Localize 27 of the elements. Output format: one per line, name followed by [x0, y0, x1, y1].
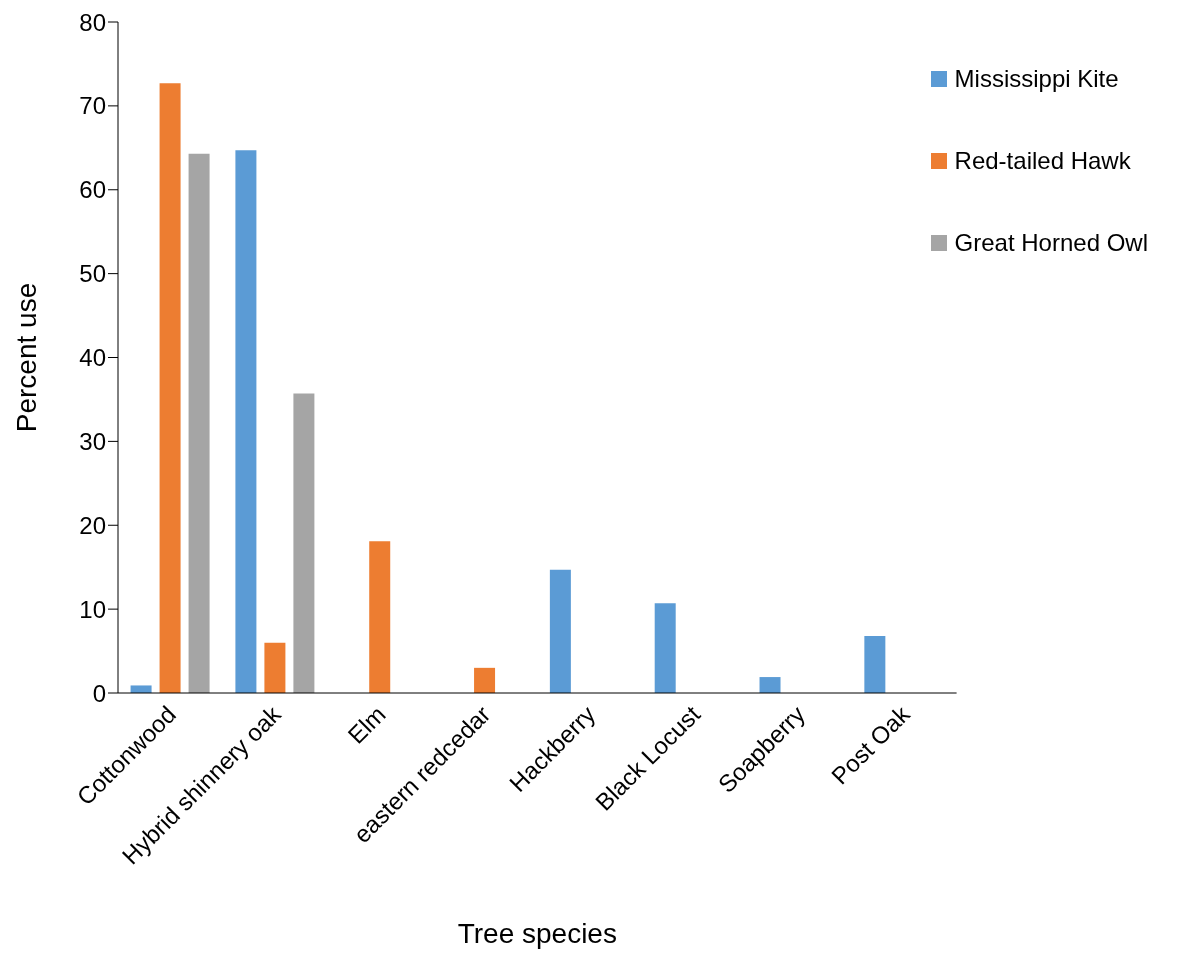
y-tick-label: 20 — [79, 511, 106, 539]
y-tick-label: 70 — [79, 92, 106, 120]
bar — [759, 677, 781, 693]
y-axis-title: Percent use — [10, 282, 42, 433]
bar — [864, 635, 886, 693]
legend-label: Mississippi Kite — [954, 65, 1119, 93]
y-tick-label: 30 — [79, 427, 106, 455]
bar — [654, 603, 676, 693]
bar — [369, 541, 391, 693]
legend-label: Great Horned Owl — [954, 229, 1148, 257]
y-tick-label: 50 — [79, 260, 106, 288]
bar — [159, 83, 181, 693]
bar — [264, 642, 286, 693]
y-tick-label: 0 — [92, 679, 106, 707]
bar — [188, 153, 210, 693]
y-tick-label: 80 — [79, 8, 106, 36]
y-tick-label: 10 — [79, 595, 106, 623]
legend-label: Red-tailed Hawk — [954, 147, 1131, 175]
bar — [130, 685, 152, 693]
y-tick-label: 40 — [79, 344, 106, 372]
bar — [235, 150, 257, 693]
bar — [549, 569, 571, 693]
bar — [474, 667, 496, 693]
x-tick-label: Elm — [342, 700, 391, 749]
y-tick-label: 60 — [79, 176, 106, 204]
x-axis-title: Tree species — [457, 918, 617, 949]
bar — [293, 393, 315, 693]
